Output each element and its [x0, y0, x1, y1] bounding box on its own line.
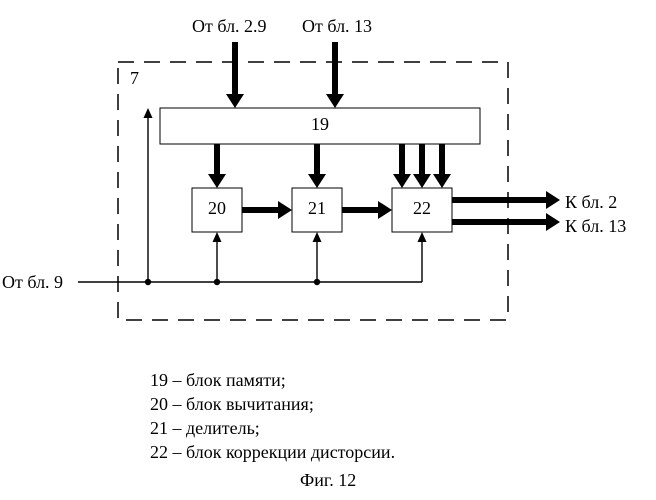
- svg-text:22: 22: [413, 198, 431, 218]
- legend-item: 20 – блок вычитания;: [150, 392, 395, 416]
- figure-caption: Фиг. 12: [300, 470, 356, 491]
- label-outer-box-id: 7: [130, 68, 139, 89]
- legend-item: 19 – блок памяти;: [150, 368, 395, 392]
- svg-text:20: 20: [208, 198, 226, 218]
- svg-text:21: 21: [308, 198, 326, 218]
- label-input-top-left: От бл. 2.9: [192, 16, 267, 37]
- label-output-bottom: К бл. 13: [565, 216, 626, 237]
- svg-text:19: 19: [311, 114, 329, 134]
- label-input-top-right: От бл. 13: [302, 16, 372, 37]
- label-input-left: От бл. 9: [2, 272, 63, 293]
- legend: 19 – блок памяти;20 – блок вычитания;21 …: [150, 368, 395, 464]
- legend-item: 22 – блок коррекции дисторсии.: [150, 440, 395, 464]
- label-output-top: К бл. 2: [565, 192, 617, 213]
- legend-item: 21 – делитель;: [150, 416, 395, 440]
